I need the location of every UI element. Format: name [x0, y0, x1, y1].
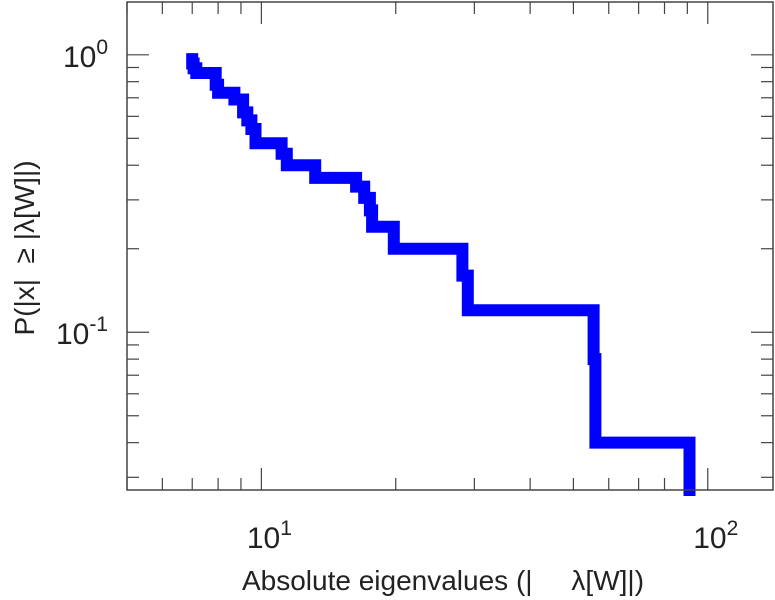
tick-marks [126, 2, 773, 490]
plot-frame [126, 1, 774, 491]
x-axis-title: Absolute eigenvalues (| λ[W]|) [242, 565, 644, 596]
x-tick-label: 102 [693, 517, 738, 555]
y-tick-label: 100 [63, 36, 108, 74]
tick-labels: 101 102 100 10-1 [56, 36, 738, 555]
x-tick-label: 101 [247, 517, 292, 555]
y-tick-label: 10-1 [56, 313, 108, 351]
series-line [186, 53, 696, 496]
y-axis-title: P(|x| ≥ |λ[W]|) [9, 160, 40, 335]
